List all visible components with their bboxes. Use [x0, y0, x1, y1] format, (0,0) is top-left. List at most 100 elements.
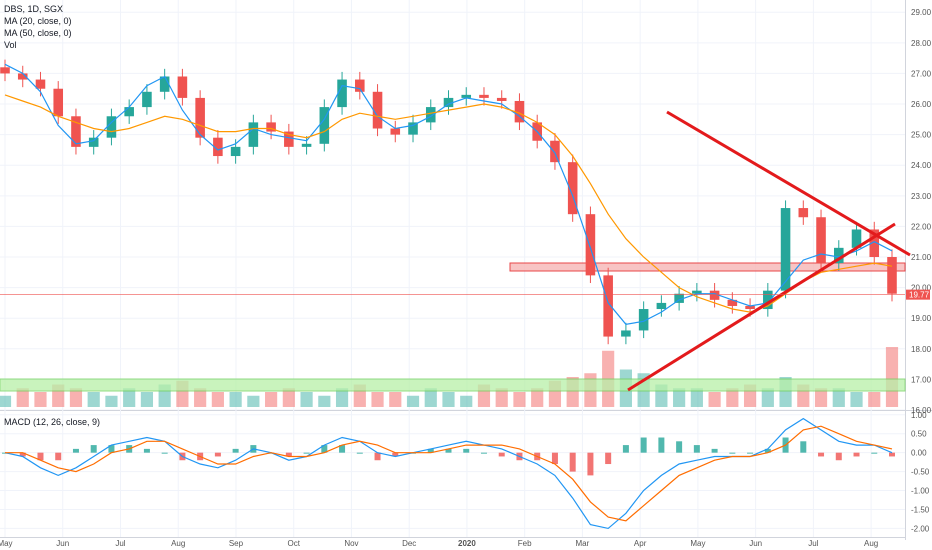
candle-body [266, 122, 276, 132]
time-tick-label: Nov [344, 539, 358, 548]
candle-body [798, 208, 809, 218]
candle-body [195, 97, 205, 138]
candle-body [71, 116, 81, 147]
macd-histogram-bar [622, 445, 629, 453]
candle-body [763, 290, 773, 310]
price-tick-label: 27.00 [911, 69, 932, 78]
price-tick-label: 24.00 [911, 161, 932, 170]
macd-histogram-bar [498, 452, 505, 457]
candle-body [372, 91, 383, 129]
macd-tick-label: 0.00 [911, 449, 927, 458]
macd-histogram-bar [427, 448, 434, 453]
macd-histogram-bar [303, 452, 310, 454]
candle-body [780, 208, 791, 291]
volume-bar [194, 388, 207, 407]
candle-body [390, 128, 401, 135]
macd-histogram-bar [569, 452, 576, 472]
volume-legend[interactable]: Vol [4, 40, 17, 50]
volume-bar [690, 388, 703, 407]
price-pane[interactable] [0, 59, 911, 407]
signal-line [5, 425, 893, 522]
macd-histogram-bar [640, 437, 647, 453]
volume-bar [832, 388, 845, 407]
volume-bar [282, 388, 295, 407]
time-tick-label: Mar [576, 539, 590, 548]
candle-body [727, 299, 738, 306]
macd-histogram-bar [374, 452, 381, 461]
price-tick-label: 23.00 [911, 192, 932, 201]
candle-body [603, 275, 613, 337]
macd-histogram-bar [285, 452, 292, 457]
volume-bar [16, 388, 29, 407]
ma50-legend[interactable]: MA (50, close, 0) [4, 28, 72, 38]
macd-histogram-bar [19, 452, 26, 457]
macd-histogram-bar [711, 448, 718, 453]
macd-histogram-bar [108, 445, 115, 453]
time-tick-label: Jul [808, 539, 818, 548]
macd-histogram-bar [587, 452, 594, 476]
macd-histogram-bar [356, 452, 363, 454]
macd-pane[interactable] [2, 417, 895, 530]
macd-legend[interactable]: MACD (12, 26, close, 9) [4, 417, 101, 427]
macd-tick-label: -2.00 [911, 524, 930, 533]
volume-bar [406, 395, 420, 407]
chart-title[interactable]: DBS, 1D, SGX [4, 4, 64, 14]
candle-body [851, 229, 862, 248]
volume-bar [140, 392, 154, 407]
ma20-legend[interactable]: MA (20, close, 0) [4, 16, 72, 26]
volume-bar [495, 388, 508, 407]
macd-tick-label: 0.50 [911, 430, 927, 439]
candle-body [230, 146, 241, 157]
macd-histogram-bar [764, 448, 771, 453]
time-axis[interactable]: May Jun Jul Aug Sep Oct Nov Dec 2020 Feb Mar Apr May… [0, 539, 878, 548]
last-price-tag [906, 289, 930, 300]
price-tick-label: 21.00 [911, 253, 932, 262]
price-tick-label: 28.00 [911, 39, 932, 48]
candle-body [177, 76, 188, 98]
volume-bar [726, 388, 739, 407]
volume-bar [87, 392, 100, 407]
candle-body [88, 137, 99, 147]
volume-bar [247, 395, 260, 407]
volume-bar [371, 392, 384, 407]
time-tick-label: Apr [634, 539, 647, 548]
macd-histogram-bar [321, 445, 328, 453]
resistance-zone [509, 262, 906, 272]
volume-bar [442, 392, 455, 407]
macd-histogram-bar [55, 452, 62, 461]
price-tick-label: 16.00 [911, 406, 932, 415]
time-tick-label: Aug [864, 539, 878, 548]
macd-tick-label: -1.50 [911, 505, 930, 514]
candle-body [496, 97, 507, 101]
candle-body [816, 217, 826, 264]
volume-bar [814, 388, 828, 407]
candle-body [692, 290, 702, 294]
macd-histogram-bar [693, 445, 700, 453]
candle-body [425, 107, 436, 123]
macd-histogram-bar [480, 452, 487, 454]
lower-trendline [627, 222, 896, 392]
volume-bar [460, 395, 473, 407]
time-tick-label: Dec [402, 539, 416, 548]
volume-bar [673, 388, 686, 407]
price-axis[interactable]: 29.00 28.00 27.00 26.00 25.00 24.00 23.00 22.00… [906, 8, 932, 533]
candle-body [213, 137, 223, 157]
ma20-line [4, 63, 893, 325]
candle-body [106, 116, 117, 138]
price-tick-label: 20.00 [911, 284, 932, 293]
volume-bar [69, 388, 83, 407]
macd-histogram-bar [392, 452, 399, 457]
volume-bar [850, 392, 863, 407]
volume-bar [424, 388, 437, 407]
candle-body [479, 94, 489, 98]
macd-histogram-bar [339, 445, 346, 453]
volume-bar [318, 395, 331, 407]
candle-body [674, 293, 684, 303]
macd-histogram-bar [818, 452, 825, 457]
macd-histogram-bar [161, 452, 168, 454]
volume-bar [885, 347, 899, 407]
candle-body [514, 100, 525, 123]
volume-bar [211, 392, 224, 407]
ma50-line [4, 94, 893, 313]
